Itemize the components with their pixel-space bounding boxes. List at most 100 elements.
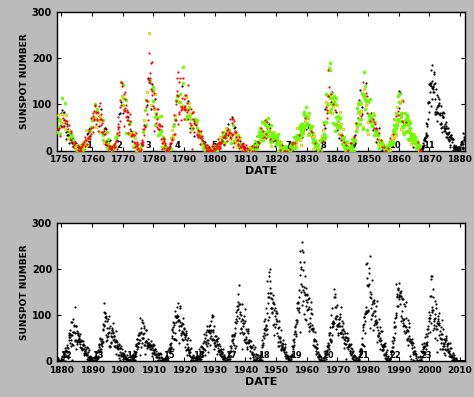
Point [255,354,263,360]
Point [425,99,432,106]
Point [410,139,418,145]
Point [181,326,188,332]
Point [219,356,227,362]
Point [380,142,387,148]
Point [256,131,264,137]
Point [150,350,157,356]
Point [178,94,186,101]
Point [175,323,183,329]
Point [79,147,86,153]
Point [295,286,302,293]
Point [375,330,383,336]
Point [410,349,417,355]
Point [166,141,173,147]
Point [439,340,447,347]
Point [373,126,380,132]
Point [160,356,168,362]
Point [71,330,79,336]
Point [425,309,433,315]
Point [195,129,202,135]
Point [134,346,141,352]
Point [462,132,470,139]
Point [442,125,449,131]
Point [94,353,102,359]
Point [184,116,192,123]
Point [435,96,443,102]
Point [391,322,399,329]
Point [173,314,180,320]
Point [53,125,61,132]
Point [303,119,310,126]
Point [379,342,387,349]
Point [146,346,154,353]
Point [401,110,409,116]
Point [55,357,63,364]
Point [252,357,260,363]
Point [265,273,273,279]
Point [207,333,214,339]
Point [215,143,222,149]
Point [320,131,328,137]
Point [100,300,108,306]
Point [223,127,230,133]
Point [73,330,81,336]
Point [273,318,280,324]
Point [423,130,430,136]
Point [381,147,389,154]
Point [361,93,368,99]
Point [74,144,82,150]
Point [131,351,138,357]
Point [174,313,182,319]
Point [103,325,111,331]
Point [338,323,346,329]
Point [307,326,315,332]
Point [411,350,419,356]
Point [194,358,201,364]
Point [210,337,218,343]
Point [87,124,95,131]
Point [376,138,384,145]
Point [237,138,244,145]
Point [155,357,162,363]
Point [374,135,382,142]
Point [394,116,401,122]
Point [454,358,461,364]
Point [145,340,153,346]
Point [186,119,193,126]
Point [182,332,190,338]
Point [244,340,252,346]
Point [402,324,410,330]
Point [334,323,341,329]
Point [263,326,271,332]
Point [183,113,191,119]
Point [269,136,277,142]
Point [294,318,301,325]
Point [108,147,116,154]
Point [190,118,198,124]
Point [246,147,254,154]
Point [191,116,199,123]
Point [299,126,306,133]
Point [86,125,94,131]
Point [169,346,177,353]
Point [253,352,261,358]
Point [452,355,460,361]
Point [56,133,64,139]
Point [261,133,268,139]
Point [97,100,104,107]
Point [307,125,314,131]
Point [271,332,278,338]
Point [278,143,285,149]
Point [192,357,200,364]
Point [191,120,198,127]
Point [455,144,463,150]
Point [66,327,74,333]
Point [345,343,352,349]
Point [351,140,358,146]
Point [460,146,467,152]
Point [378,347,386,353]
Point [195,132,203,138]
Point [141,126,148,132]
Point [157,351,164,357]
Point [442,119,450,125]
